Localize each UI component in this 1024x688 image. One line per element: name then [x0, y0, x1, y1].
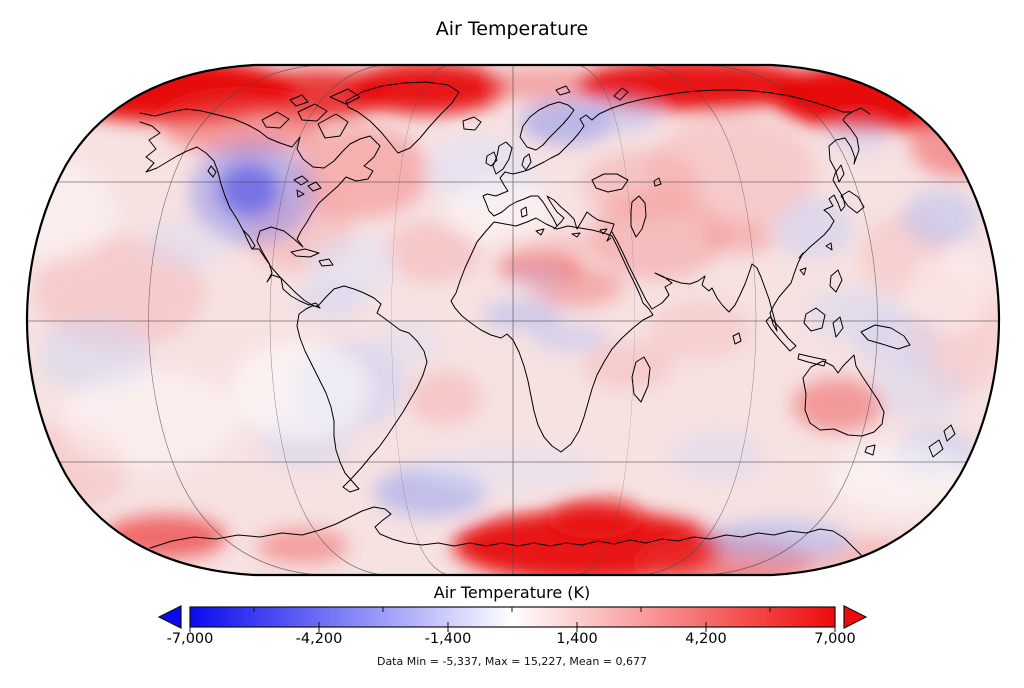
coastlines	[139, 81, 956, 557]
colorbar-tick-label: -1,400	[424, 631, 472, 647]
graticule	[27, 65, 999, 575]
colorbar-left-arrow	[157, 605, 182, 629]
page-title: Air Temperature	[435, 18, 589, 40]
colorbar-tick-label: -4,200	[295, 631, 343, 647]
colorbar	[157, 605, 868, 632]
colorbar-tick-label: 4,200	[685, 631, 727, 647]
colorbar-tick-label: 7,000	[814, 631, 856, 647]
colorbar-tick-label: 1,400	[556, 631, 598, 647]
temperature-field	[27, 65, 999, 575]
colorbar-tick-label: -7,000	[166, 631, 214, 647]
colorbar-title: Air Temperature (K)	[433, 583, 591, 602]
colorbar-ticks	[189, 607, 836, 632]
colorbar-right-arrow	[843, 605, 868, 629]
projection-outline	[25, 63, 1001, 577]
stats-line: Data Min = -5,337, Max = 15,227, Mean = …	[376, 655, 648, 668]
